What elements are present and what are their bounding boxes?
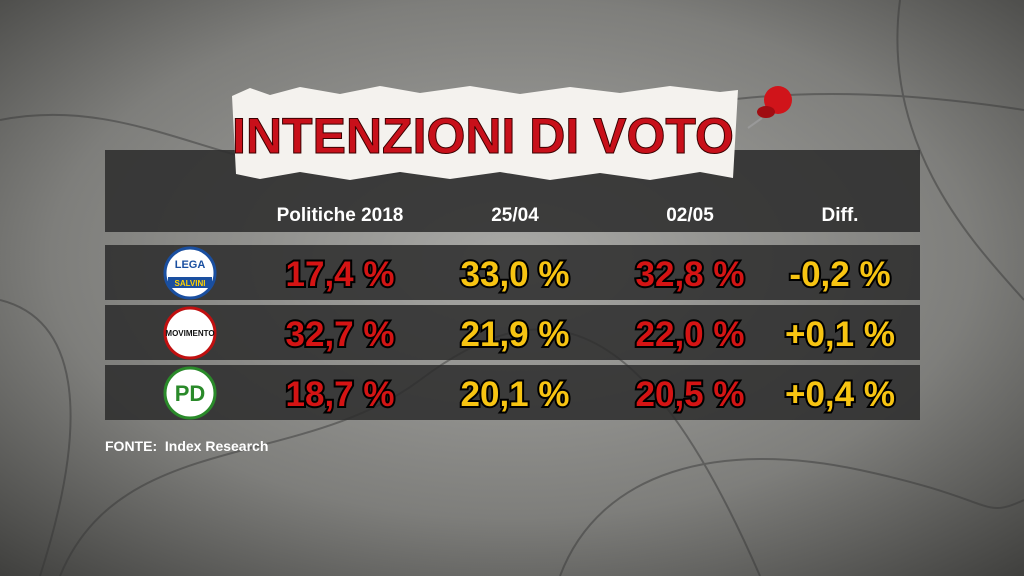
value-cell: 22,0 % — [636, 315, 745, 354]
value-cell: 20,1 % — [461, 375, 570, 414]
value-cell: +0,1 % — [785, 315, 895, 354]
party-logo: PD — [163, 366, 217, 420]
column-header: 02/05 — [666, 205, 714, 226]
column-header: Diff. — [822, 205, 859, 226]
logo-text: LEGA — [175, 259, 206, 271]
column-header: 25/04 — [491, 205, 539, 226]
table: Politiche 2018 25/04 02/05 Diff. LEGA SALVINI… — [105, 205, 920, 420]
logo-text: MOVIMENTO — [165, 329, 214, 338]
logo-band — [168, 277, 212, 288]
paper-strip — [232, 86, 738, 180]
value-cell: -0,2 % — [789, 255, 890, 294]
source: FONTE: Index Research — [105, 438, 268, 454]
logo-text: PD — [175, 381, 206, 406]
value-cell: 18,7 % — [286, 375, 395, 414]
value-cell: 21,9 % — [461, 315, 570, 354]
party-logo: MOVIMENTO — [163, 306, 217, 360]
pushpin — [747, 86, 792, 129]
value-cell: 32,7 % — [286, 315, 395, 354]
logo-disc — [163, 306, 217, 360]
row-band — [105, 365, 920, 420]
logo-disc — [163, 366, 217, 420]
row-band — [105, 245, 920, 300]
logo-text: SALVINI — [175, 279, 206, 288]
value-cell: 17,4 % — [286, 255, 395, 294]
column-header: Politiche 2018 — [277, 205, 404, 226]
value-cell: 33,0 % — [461, 255, 570, 294]
value-cell: 20,5 % — [636, 375, 745, 414]
party-logo: LEGA SALVINI — [163, 246, 217, 300]
value-cell: 32,8 % — [636, 255, 745, 294]
logo-disc — [163, 246, 217, 300]
row-band — [105, 305, 920, 360]
title: INTENZIONI DI VOTO — [232, 108, 734, 164]
value-cell: +0,4 % — [785, 375, 895, 414]
